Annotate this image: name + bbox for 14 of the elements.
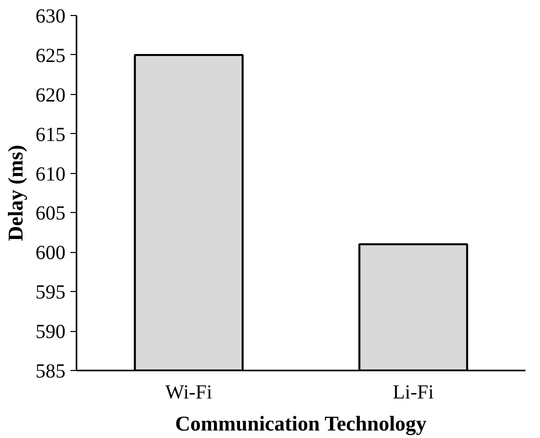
- y-tick-label: 610: [36, 163, 66, 186]
- y-tick-label: 620: [36, 84, 66, 106]
- x-tick-label: Wi-Fi: [165, 382, 213, 404]
- y-tick-label: 595: [36, 282, 66, 304]
- y-axis-title: Delay (ms): [4, 144, 28, 242]
- y-tick-label: 590: [36, 321, 66, 344]
- y-tick-label: 630: [36, 6, 66, 28]
- y-tick-label: 625: [36, 44, 66, 67]
- y-tick-label: 600: [36, 242, 66, 264]
- x-axis-title: Communication Technology: [175, 412, 428, 436]
- y-tick-label: 605: [36, 202, 66, 225]
- x-tick-label: Li-Fi: [392, 382, 434, 404]
- y-tick-label: 585: [36, 360, 66, 382]
- y-tick-label: 615: [36, 124, 66, 146]
